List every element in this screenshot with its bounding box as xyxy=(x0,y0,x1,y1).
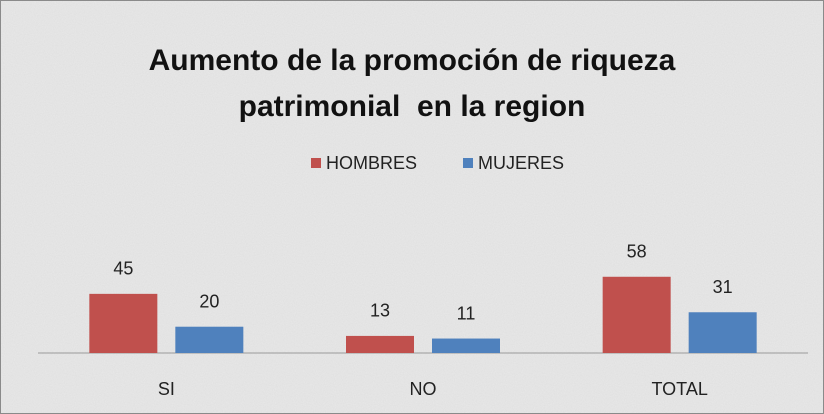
x-tick-label: SI xyxy=(158,379,175,399)
x-tick-label: TOTAL xyxy=(651,379,707,399)
x-tick-label: NO xyxy=(410,379,437,399)
data-label: 11 xyxy=(457,303,476,323)
data-label: 13 xyxy=(370,301,390,321)
bar xyxy=(346,335,414,353)
legend-label: HOMBRES xyxy=(326,153,417,173)
bar xyxy=(175,326,244,353)
bar xyxy=(688,312,757,353)
data-label: 20 xyxy=(199,291,219,311)
legend-swatch xyxy=(463,158,473,168)
bar xyxy=(89,293,158,353)
data-label: 31 xyxy=(713,277,733,297)
legend-swatch xyxy=(311,158,321,168)
bar xyxy=(432,338,500,353)
legend-label: MUJERES xyxy=(478,153,564,173)
data-label: 45 xyxy=(113,259,133,279)
data-label: 58 xyxy=(627,242,647,262)
bar xyxy=(602,276,671,353)
chart-title: Aumento de la promoción de riqueza xyxy=(149,44,676,77)
chart-title: patrimonial en la region xyxy=(239,90,586,123)
